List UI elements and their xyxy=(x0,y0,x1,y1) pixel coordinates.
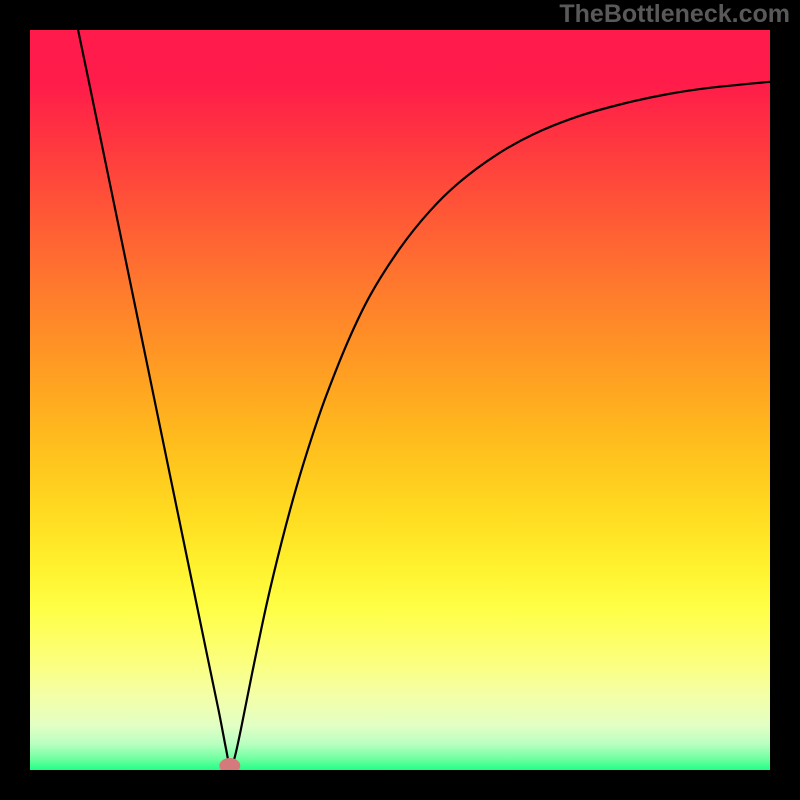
chart-background xyxy=(30,30,770,770)
chart-frame: TheBottleneck.com xyxy=(0,0,800,800)
plot-area xyxy=(30,30,770,770)
chart-svg xyxy=(30,30,770,770)
watermark-text: TheBottleneck.com xyxy=(559,0,790,29)
optimum-marker xyxy=(220,759,240,770)
